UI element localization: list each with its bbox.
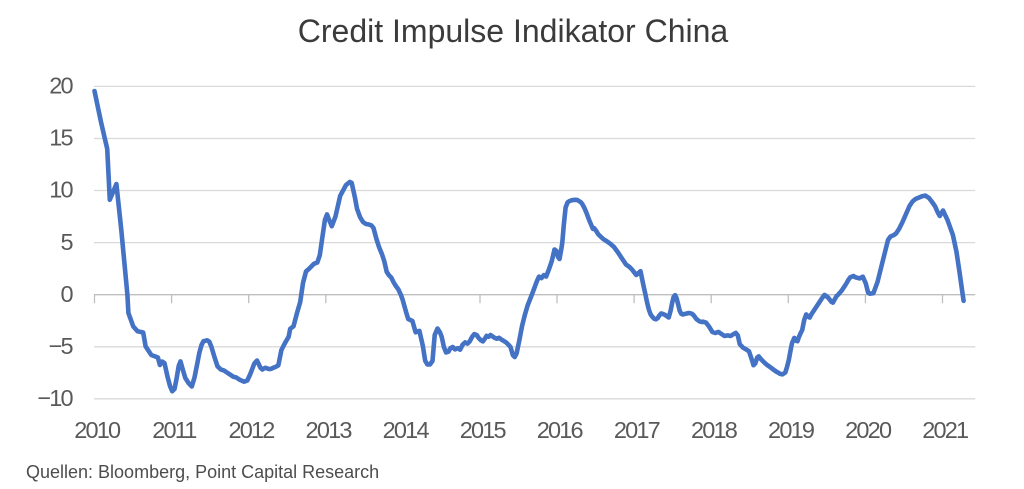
svg-text:2013: 2013	[306, 417, 353, 443]
svg-text:−10: −10	[37, 385, 73, 411]
svg-text:2011: 2011	[152, 417, 196, 443]
svg-text:2017: 2017	[614, 417, 660, 443]
svg-text:2014: 2014	[383, 417, 430, 443]
svg-text:Credit Impulse Indikator China: Credit Impulse Indikator China	[298, 13, 729, 49]
svg-text:2016: 2016	[537, 417, 584, 443]
svg-text:0: 0	[61, 281, 74, 307]
svg-text:2020: 2020	[845, 417, 892, 443]
svg-text:−5: −5	[49, 333, 74, 359]
svg-text:2015: 2015	[460, 417, 507, 443]
svg-text:10: 10	[49, 177, 73, 203]
svg-text:2010: 2010	[74, 417, 121, 443]
svg-text:20: 20	[49, 73, 73, 99]
svg-text:15: 15	[49, 125, 73, 151]
svg-text:2019: 2019	[768, 417, 814, 443]
svg-text:2021: 2021	[922, 417, 968, 443]
svg-text:5: 5	[61, 229, 74, 255]
svg-text:Quellen: Bloomberg, Point Capi: Quellen: Bloomberg, Point Capital Resear…	[26, 462, 379, 482]
svg-text:2018: 2018	[691, 417, 738, 443]
svg-text:2012: 2012	[228, 417, 274, 443]
